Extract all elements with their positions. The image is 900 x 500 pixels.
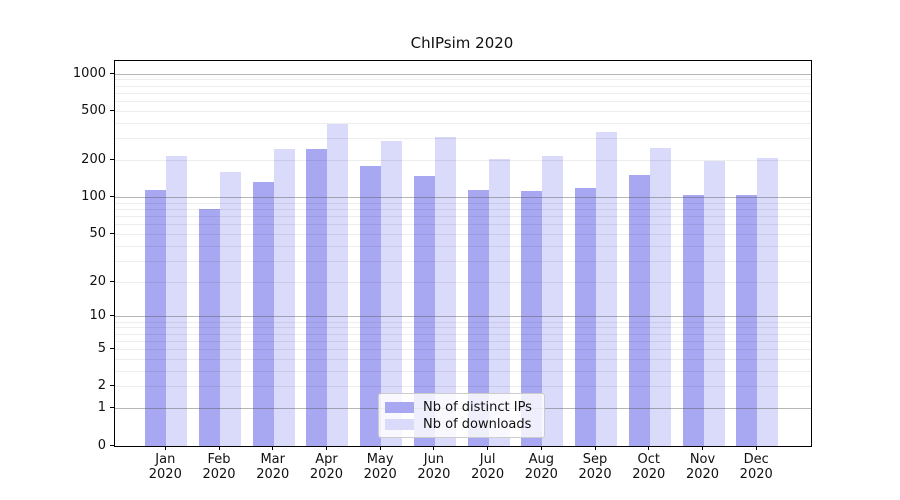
x-tick-mark: [487, 446, 489, 450]
bar-downloads-nov: [703, 161, 725, 446]
legend-label-distinct-ips: Nb of distinct IPs: [423, 400, 532, 415]
x-tick-label: Jun 2020: [417, 452, 451, 482]
y-tick-mark: [110, 348, 114, 350]
bar-distinct-ips-feb: [199, 208, 221, 446]
x-tick-label: May 2020: [363, 452, 397, 482]
bar-downloads-may: [381, 140, 403, 446]
y-tick-label: 500: [81, 102, 106, 118]
y-tick-label: 200: [81, 152, 106, 168]
bar-distinct-ips-mar: [252, 181, 274, 446]
x-tick-label: Jul 2020: [471, 452, 505, 482]
x-tick-mark: [755, 446, 757, 450]
y-tick-label: 1: [97, 400, 106, 416]
y-tick-mark: [110, 72, 114, 74]
bar-downloads-jul: [488, 159, 510, 446]
y-tick-mark: [110, 444, 114, 446]
y-tick-mark: [110, 159, 114, 161]
bar-distinct-ips-jun: [413, 176, 435, 446]
bar-distinct-ips-sep: [575, 187, 597, 446]
x-tick-mark: [325, 446, 327, 450]
x-tick-label: Jan 2020: [148, 452, 182, 482]
y-tick-label: 20: [89, 273, 106, 289]
x-tick-mark: [702, 446, 703, 450]
x-tick-mark: [379, 446, 381, 450]
x-tick-label: Aug 2020: [524, 452, 558, 482]
x-tick-mark: [272, 446, 274, 450]
y-tick-label: 2: [97, 378, 106, 394]
bar-downloads-aug: [542, 156, 564, 446]
bar-downloads-sep: [596, 132, 618, 446]
bar-distinct-ips-nov: [682, 194, 704, 446]
x-tick-label: Nov 2020: [685, 452, 720, 482]
bar-distinct-ips-jan: [145, 190, 167, 446]
bars-layer: [115, 61, 811, 446]
bar-downloads-oct: [649, 147, 671, 446]
legend-item-downloads: Nb of downloads: [385, 416, 536, 433]
bar-distinct-ips-apr: [306, 148, 328, 446]
legend-label-downloads: Nb of downloads: [423, 417, 532, 432]
x-tick-mark: [648, 446, 650, 450]
bar-distinct-ips-may: [360, 165, 382, 446]
y-tick-label: 5: [97, 341, 106, 357]
bar-downloads-apr: [327, 123, 349, 446]
x-tick-label: Apr 2020: [309, 452, 343, 482]
chart-title: ChIPsim 2020: [410, 34, 514, 52]
x-tick-label: Dec 2020: [739, 452, 773, 482]
bar-downloads-jan: [166, 156, 188, 446]
y-tick-mark: [110, 385, 114, 387]
x-tick-mark: [540, 446, 542, 450]
y-tick-mark: [110, 196, 114, 198]
bar-downloads-jun: [434, 136, 456, 446]
bar-distinct-ips-aug: [521, 190, 543, 446]
x-tick-mark: [218, 446, 220, 450]
x-tick-label: Feb 2020: [202, 452, 236, 482]
legend-swatch-downloads: [385, 419, 414, 430]
legend: Nb of distinct IPs Nb of downloads: [378, 393, 545, 438]
bar-downloads-dec: [757, 158, 779, 446]
y-tick-label: 100: [81, 189, 106, 205]
bar-distinct-ips-oct: [628, 175, 650, 446]
legend-swatch-distinct-ips: [385, 402, 414, 413]
bar-distinct-ips-jul: [467, 189, 489, 446]
x-tick-label: Sep 2020: [578, 452, 612, 482]
y-tick-mark: [110, 315, 114, 317]
x-tick-mark: [594, 446, 596, 450]
y-tick-mark: [110, 232, 114, 234]
y-tick-mark: [110, 109, 114, 111]
plot-area: Nb of distinct IPs Nb of downloads: [114, 60, 812, 447]
x-tick-label: Oct 2020: [632, 452, 666, 482]
y-tick-label: 50: [89, 225, 106, 241]
y-tick-label: 0: [97, 437, 106, 453]
x-tick-mark: [433, 446, 435, 450]
y-tick-label: 1000: [72, 65, 106, 81]
bar-downloads-feb: [220, 171, 242, 446]
x-tick-label: Mar 2020: [256, 452, 290, 482]
y-tick-mark: [110, 280, 114, 282]
bar-downloads-mar: [273, 149, 295, 446]
y-tick-label: 10: [89, 308, 106, 324]
y-tick-mark: [110, 407, 114, 409]
x-tick-mark: [164, 446, 166, 450]
legend-item-distinct-ips: Nb of distinct IPs: [385, 399, 536, 416]
bar-distinct-ips-dec: [736, 194, 758, 446]
